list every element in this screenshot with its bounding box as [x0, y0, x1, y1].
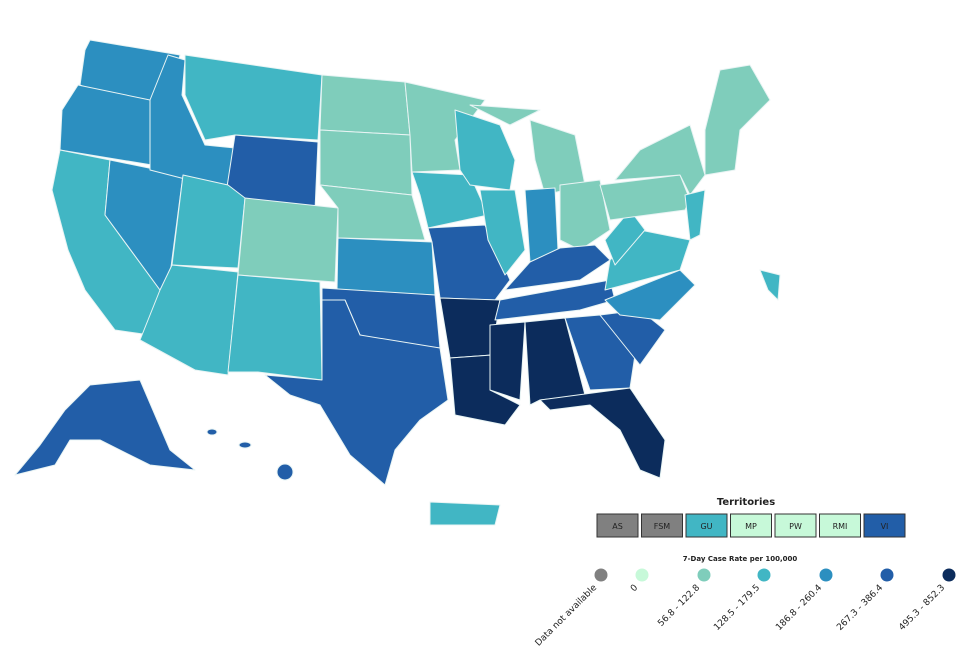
territory-label: FSM — [654, 522, 671, 531]
territory-label: RMI — [833, 522, 848, 531]
legend-dot[interactable] — [594, 568, 608, 582]
legend-dot[interactable] — [697, 568, 711, 582]
legend-dot[interactable] — [880, 568, 894, 582]
legend-dot[interactable] — [757, 568, 771, 582]
legend-dot[interactable] — [635, 568, 649, 582]
territory-box[interactable] — [863, 513, 906, 538]
territory-box[interactable] — [685, 513, 728, 538]
territory-box[interactable] — [596, 513, 639, 538]
territory-box[interactable] — [641, 513, 683, 538]
legend-dot[interactable] — [819, 568, 833, 582]
legend-label: 128.5 - 179.5 — [712, 583, 762, 633]
territory-label: VI — [881, 522, 889, 531]
territory-label: AS — [612, 522, 623, 531]
territory-label: GU — [700, 522, 712, 531]
legend-label: 0 — [629, 583, 640, 594]
legend-label: 186.8 - 260.4 — [774, 583, 824, 633]
legend-label: 56.8 - 122.8 — [656, 583, 702, 629]
territory-box[interactable] — [774, 513, 817, 538]
legend-dot[interactable] — [942, 568, 956, 582]
territory-label: MP — [745, 522, 757, 531]
legend-label: Data not available — [534, 583, 600, 646]
territory-box[interactable] — [730, 513, 772, 538]
state-shapes — [14, 39, 781, 526]
territories-title: Territories — [717, 497, 775, 508]
legend-label: 495.3 - 852.3 — [897, 583, 947, 633]
territory-box[interactable] — [819, 513, 861, 538]
territory-label: PW — [789, 522, 802, 531]
legend-label: 267.3 - 386.4 — [835, 583, 885, 633]
legend-title: 7-Day Case Rate per 100,000 — [683, 555, 798, 563]
